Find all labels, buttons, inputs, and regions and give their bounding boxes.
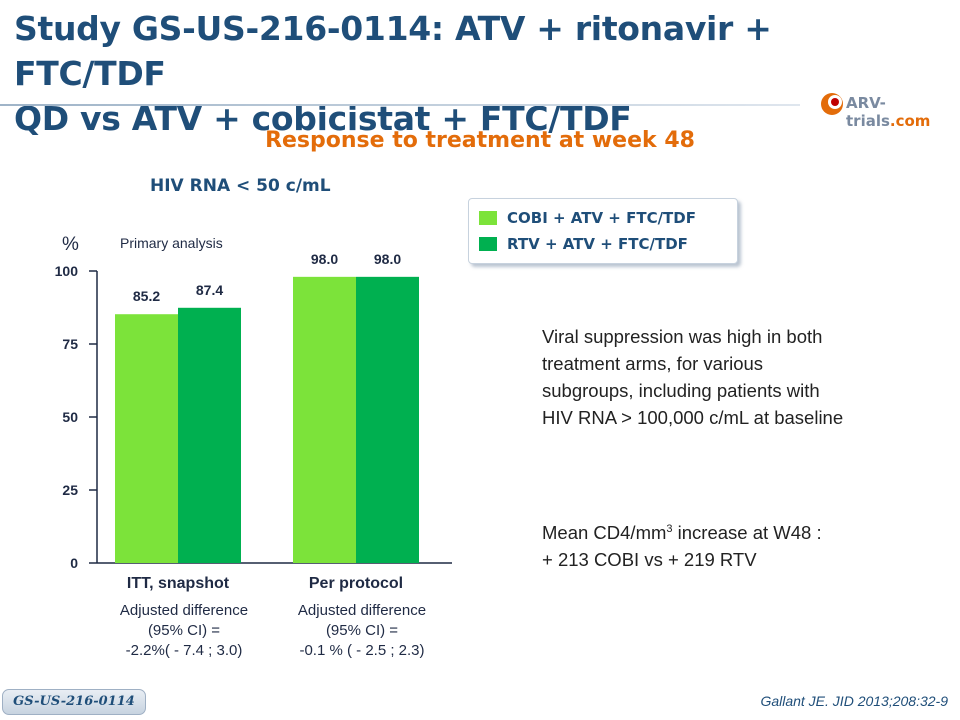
bar-value-label: 98.0 <box>374 251 401 267</box>
legend-item-rtv: RTV + ATV + FTC/TDF <box>479 232 688 256</box>
adjusted-difference-note: (95% CI) = <box>148 622 220 639</box>
cd4-note: Mean CD4/mm3 increase at W48 : + 213 COB… <box>542 516 822 573</box>
logo-main-text: ARV-trials <box>846 94 890 130</box>
legend-label-rtv: RTV + ATV + FTC/TDF <box>507 235 688 253</box>
category-label: Per protocol <box>309 575 403 592</box>
y-tick-label: 0 <box>70 555 78 571</box>
cd4-line-2: + 213 COBI vs + 219 RTV <box>542 549 757 571</box>
y-tick-label: 50 <box>62 409 78 425</box>
logo-accent-text: .com <box>889 112 931 130</box>
chart-legend: COBI + ATV + FTC/TDF RTV + ATV + FTC/TDF <box>468 198 738 264</box>
legend-swatch-rtv <box>479 237 497 251</box>
cd4-prefix: Mean CD4/mm <box>542 522 667 544</box>
viral-suppression-note: Viral suppression was high in both treat… <box>542 323 843 431</box>
bar-rtv <box>356 276 419 563</box>
bar-cobi <box>293 276 356 563</box>
note-line: HIV RNA > 100,000 c/mL at baseline <box>542 407 844 428</box>
cd4-line-1: Mean CD4/mm3 increase at W48 : <box>542 516 822 546</box>
adjusted-difference-note: Adjusted difference <box>120 602 248 619</box>
bar-rtv <box>178 307 241 563</box>
arv-trials-logo: ARV-trials.com <box>818 90 958 130</box>
primary-analysis-annotation: Primary analysis <box>120 235 223 251</box>
title-line-1: Study GS-US-216-0114: ATV + ritonavir + … <box>14 9 772 93</box>
bar-value-label: 85.2 <box>133 288 160 304</box>
note-line: Viral suppression was high in both <box>542 326 823 347</box>
logo-emblem-icon <box>821 93 843 115</box>
title-divider <box>0 104 800 106</box>
y-axis-label: % <box>62 234 79 255</box>
adjusted-difference-note: -0.1 % ( - 2.5 ; 2.3) <box>299 642 424 659</box>
legend-swatch-cobi <box>479 211 497 225</box>
adjusted-difference-note: -2.2%( - 7.4 ; 3.0) <box>126 642 243 659</box>
bar-value-label: 87.4 <box>196 282 223 298</box>
slide-subtitle: Response to treatment at week 48 <box>265 128 695 153</box>
legend-item-cobi: COBI + ATV + FTC/TDF <box>479 206 696 230</box>
y-tick-label: 75 <box>62 336 78 352</box>
study-id-tag: GS-US-216-0114 <box>2 689 146 715</box>
citation: Gallant JE. JID 2013;208:32-9 <box>760 693 948 709</box>
cd4-superscript: 3 <box>666 523 673 535</box>
bar-value-label: 98.0 <box>311 251 338 267</box>
note-line: treatment arms, for various <box>542 353 764 374</box>
logo-text: ARV-trials.com <box>846 94 958 130</box>
y-tick-label: 25 <box>62 482 78 498</box>
note-line: subgroups, including patients with <box>542 380 820 401</box>
adjusted-difference-note: Adjusted difference <box>298 602 426 619</box>
metric-label: HIV RNA < 50 c/mL <box>150 176 331 196</box>
bar-cobi <box>115 314 178 563</box>
cd4-suffix: increase at W48 : <box>672 522 822 544</box>
category-label: ITT, snapshot <box>127 575 230 592</box>
y-tick-label: 100 <box>55 263 79 279</box>
legend-label-cobi: COBI + ATV + FTC/TDF <box>507 209 696 227</box>
adjusted-difference-note: (95% CI) = <box>326 622 398 639</box>
